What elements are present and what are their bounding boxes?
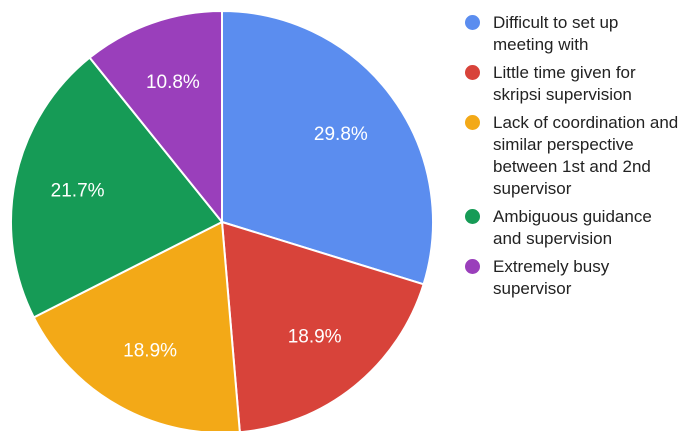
pie-slice[interactable] [221,9,434,286]
pie-slice[interactable] [220,220,425,431]
legend-item[interactable]: Ambiguous guidance and supervision [462,206,682,250]
legend-item[interactable]: Little time given for skripsi supervisio… [462,62,682,106]
legend-item[interactable]: Difficult to set up meeting with [462,12,682,56]
pie-slice-value-label: 10.8% [146,72,200,93]
legend-swatch-icon [465,15,480,30]
legend-label: Extremely busy supervisor [493,257,610,298]
legend: Difficult to set up meeting with Little … [462,12,682,306]
legend-label: Ambiguous guidance and supervision [493,207,652,248]
pie-slice[interactable] [10,56,224,319]
legend-swatch-icon [465,259,480,274]
pie-slice-value-label: 29.8% [314,124,368,145]
pie-slice[interactable] [88,9,223,225]
legend-swatch-icon [465,115,480,130]
legend-label: Lack of coordination and similar perspec… [493,113,679,198]
pie-slice-value-label: 18.9% [288,327,342,348]
pie-slice-labels: 29.8% 18.9% 18.9% 21.7% 10.8% [51,72,368,361]
legend-item[interactable]: Lack of coordination and similar perspec… [462,112,682,200]
legend-swatch-icon [465,209,480,224]
pie-slice-value-label: 21.7% [51,180,105,201]
pie-slice-value-label: 18.9% [123,341,177,362]
legend-label: Little time given for skripsi supervisio… [493,63,636,104]
pie-slices [10,9,434,431]
legend-label: Difficult to set up meeting with [493,13,619,54]
pie-slice[interactable] [32,220,241,431]
legend-swatch-icon [465,65,480,80]
legend-item[interactable]: Extremely busy supervisor [462,256,682,300]
